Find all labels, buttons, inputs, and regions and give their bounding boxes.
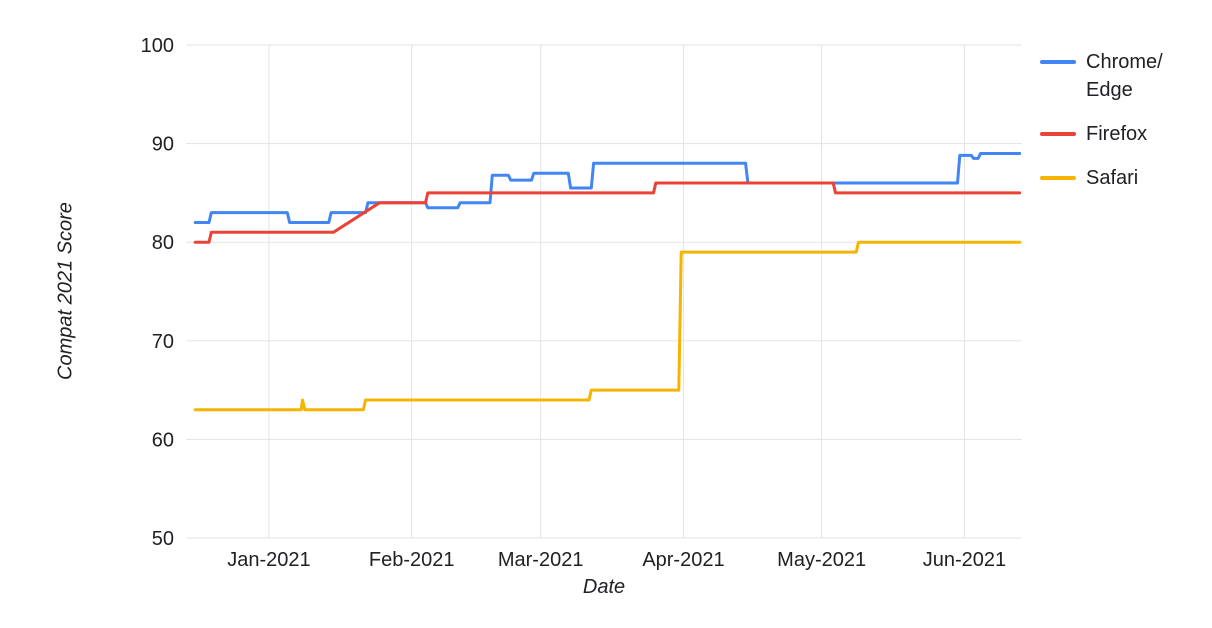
- x-tick-label: Feb-2021: [369, 549, 455, 571]
- x-tick-label: Mar-2021: [498, 549, 584, 571]
- series-line-safari: [193, 240, 1022, 412]
- legend-label-firefox: Firefox: [1086, 123, 1148, 145]
- series-line-firefox: [193, 181, 1022, 244]
- y-tick-label: 50: [152, 528, 174, 550]
- firefox-line-swatch-icon: [1040, 132, 1076, 136]
- x-tick-label: Jan-2021: [227, 549, 310, 571]
- legend-item-safari: Safari: [1040, 164, 1163, 192]
- chrome-edge-line-swatch-icon: [1040, 60, 1076, 64]
- y-tick-label: 80: [152, 232, 174, 254]
- x-tick-label: Jun-2021: [923, 549, 1006, 571]
- legend-item-chrome-edge: Chrome/ Edge: [1040, 48, 1163, 104]
- legend: Chrome/ Edge Firefox Safari: [1040, 48, 1163, 192]
- y-tick-label: 90: [152, 134, 174, 156]
- x-tick-label: May-2021: [777, 549, 866, 571]
- x-axis-title: Date: [582, 576, 626, 598]
- y-tick-label: 60: [152, 429, 174, 451]
- legend-item-firefox: Firefox: [1040, 120, 1163, 148]
- x-tick-label: Apr-2021: [642, 549, 724, 571]
- y-axis-title: Compat 2021 Score: [54, 202, 77, 380]
- y-tick-label: 100: [141, 35, 174, 57]
- y-tick-label: 70: [152, 331, 174, 353]
- safari-line-swatch-icon: [1040, 176, 1076, 180]
- series-line-chrome-edge: [193, 152, 1022, 224]
- legend-label-safari: Safari: [1086, 167, 1139, 189]
- legend-label-chrome-edge: Chrome/ Edge: [1086, 51, 1163, 101]
